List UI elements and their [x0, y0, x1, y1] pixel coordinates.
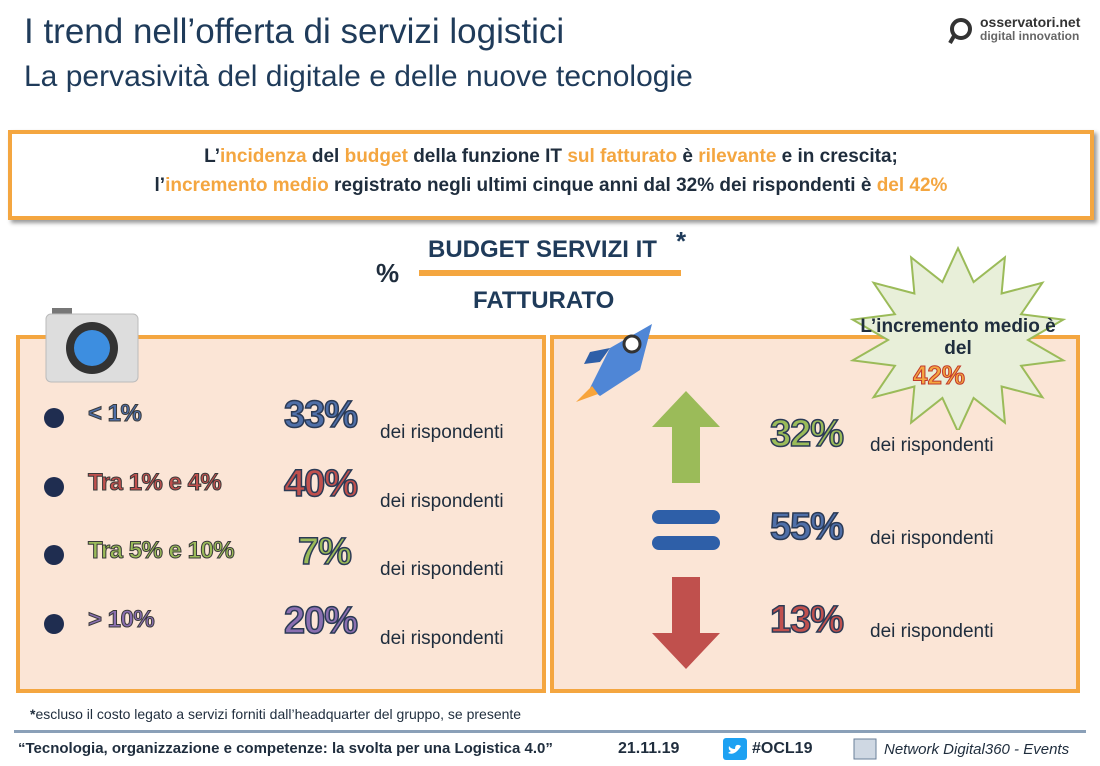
bullet: [44, 476, 64, 497]
logo-icon: [948, 18, 972, 44]
share-suffix: dei rispondenti: [380, 559, 504, 580]
share-value: 20%: [283, 599, 359, 643]
camera-icon: [45, 308, 139, 383]
bullet: [44, 408, 64, 428]
highlight-text: della funzione IT: [407, 146, 568, 167]
highlight-text: è: [677, 146, 699, 167]
down-icon: [652, 577, 720, 669]
highlight-accent: incidenza: [220, 146, 307, 167]
highlight-line: L’incidenza del budget della funzione IT…: [12, 142, 1090, 171]
fraction-bar: [419, 270, 681, 276]
footer-date: 21.11.19: [618, 740, 680, 757]
share-suffix: dei rispondenti: [870, 621, 994, 642]
footer-quote: “Tecnologia, organizzazione e competenze…: [18, 740, 553, 757]
share-value: 32%: [769, 412, 845, 456]
rocket-icon: [576, 324, 652, 402]
title: I trend nell’offerta di servizi logistic…: [24, 12, 565, 51]
share-value: 13%: [769, 598, 845, 642]
range-label: Tra 1% e 4%: [87, 468, 222, 496]
formula-asterisk: *: [676, 226, 687, 256]
range-label: > 10%: [87, 605, 155, 633]
formula-denominator: FATTURATO: [473, 287, 615, 314]
highlight-text: l’: [154, 175, 166, 196]
formula-symbol: %: [376, 258, 400, 288]
range-label: Tra 5% e 10%: [87, 537, 235, 565]
highlight-box: L’incidenza del budget della funzione IT…: [8, 130, 1094, 220]
equal-icon: [652, 510, 720, 550]
share-suffix: dei rispondenti: [380, 490, 504, 512]
footer-network: Network Digital360 - Events: [884, 741, 1070, 758]
footer-rule: [14, 730, 1086, 733]
highlight-text: L’: [204, 146, 220, 167]
range-label: < 1%: [87, 400, 142, 428]
share-value: 40%: [283, 462, 359, 506]
highlight-accent: incremento medio: [165, 175, 329, 196]
share-value: 33%: [283, 393, 359, 437]
highlight-line: l’incremento medio registrato negli ulti…: [12, 171, 1090, 200]
footnote: *escluso il costo legato a servizi forni…: [30, 706, 521, 722]
highlight-accent: rilevante: [698, 146, 777, 167]
share-suffix: dei rispondenti: [870, 435, 994, 456]
left-panel: [16, 335, 546, 693]
share-value: 7%: [297, 530, 352, 574]
highlight-text: del: [306, 146, 345, 167]
network-icon: [853, 738, 877, 760]
logo-tagline: digital innovation: [980, 29, 1080, 43]
share-suffix: dei rispondenti: [870, 528, 994, 549]
footnote-text: escluso il costo legato a servizi fornit…: [35, 706, 522, 722]
logo-name: osservatori.net: [980, 14, 1081, 30]
formula-numerator: BUDGET SERVIZI IT: [428, 236, 657, 263]
highlight-accent: sul fatturato: [567, 146, 678, 167]
bullet: [44, 545, 64, 565]
burst: [849, 245, 1067, 430]
highlight-accent: budget: [344, 146, 408, 167]
share-suffix: dei rispondenti: [380, 627, 504, 649]
share-value: 55%: [769, 505, 845, 549]
footer-hashtag: #OCL19: [752, 740, 813, 757]
up-icon: [652, 391, 720, 483]
burst-value: 42%: [912, 360, 966, 391]
footnote-mark: *: [30, 706, 36, 722]
bullet: [44, 613, 64, 634]
share-suffix: dei rispondenti: [380, 422, 504, 443]
highlight-text: registrato negli ultimi cinque anni dal …: [328, 175, 877, 196]
highlight-accent: del 42%: [876, 175, 948, 196]
burst-text: L’incremento medio è del: [860, 316, 1056, 359]
twitter-icon: [723, 738, 747, 760]
subtitle: La pervasività del digitale e delle nuov…: [24, 60, 693, 93]
highlight-text: e in crescita;: [776, 146, 898, 167]
